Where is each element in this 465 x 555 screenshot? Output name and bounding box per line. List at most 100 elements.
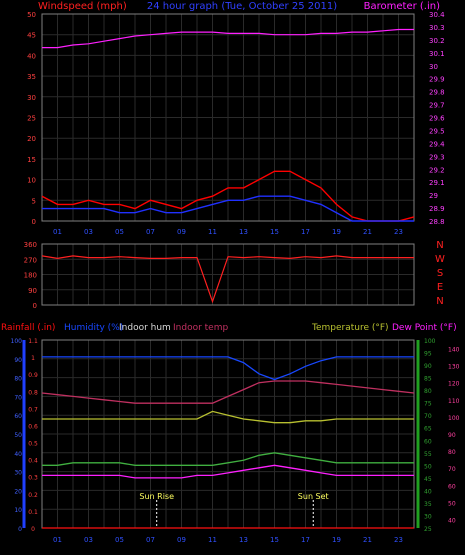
wind-xtick-label: 05 (115, 228, 124, 236)
intemp-ytick-label: 90 (448, 432, 456, 439)
wind-xtick-label: 15 (270, 228, 279, 236)
climate-xtick-label: 03 (84, 536, 93, 544)
climate-xtick-label: 17 (301, 536, 310, 544)
wind-ytick-label: 25 (27, 115, 36, 123)
rain-ytick-label: 0.2 (28, 492, 38, 499)
baro-ytick-label: 30 (429, 63, 438, 71)
dir-ytick-label: 180 (24, 272, 37, 280)
barometer-line (42, 28, 414, 49)
humidity-ytick-label: 90 (14, 357, 22, 364)
wind-plot-frame (41, 13, 415, 222)
wind-xtick-label: 13 (239, 228, 248, 236)
sunset-label: Sun Set (298, 492, 329, 501)
baro-ytick-label: 29.3 (429, 153, 445, 161)
baro-ytick-label: 29.6 (429, 115, 445, 123)
intemp-ytick-label: 40 (448, 517, 456, 524)
humidity-ytick-label: 80 (14, 376, 22, 383)
wind-xtick-label: 17 (301, 228, 310, 236)
humidity-ytick-label: 100 (11, 338, 23, 345)
temp-ytick-label: 85 (424, 376, 432, 383)
wind-xtick-label: 09 (177, 228, 186, 236)
barometer-title: Barometer (.in) (364, 1, 440, 12)
baro-ytick-label: 29 (429, 192, 438, 200)
temp-ytick-label: 35 (424, 501, 432, 508)
climate-xtick-label: 09 (177, 536, 186, 544)
wind-ytick-label: 30 (27, 94, 36, 102)
humidity-line (42, 356, 414, 381)
intemp-ytick-label: 100 (448, 415, 460, 422)
dir-ytick-label: 360 (24, 241, 37, 249)
wind-ytick-label: 40 (27, 52, 36, 60)
rain-ytick-label: 1.1 (28, 338, 38, 345)
rain-ytick-label: 1 (31, 355, 35, 362)
dir-ytick-label: 90 (28, 287, 37, 295)
temperature-line (42, 452, 414, 466)
humidity-ytick-label: 10 (14, 507, 22, 514)
temp-ytick-label: 25 (424, 526, 432, 533)
dir-ytick-label: 0 (33, 302, 37, 310)
baro-ytick-label: 30.3 (429, 24, 445, 32)
rain-ytick-label: 0.6 (28, 423, 38, 430)
climate-xtick-label: 01 (53, 536, 62, 544)
wind-xtick-label: 19 (332, 228, 341, 236)
dir-ytick-label: 270 (24, 256, 37, 264)
climate-legend-label: Rainfall (.in) (1, 323, 55, 333)
temp-ytick-label: 65 (424, 426, 432, 433)
climate-xtick-label: 11 (208, 536, 217, 544)
wind-xtick-label: 21 (363, 228, 372, 236)
climate-legend-label: Indoor temp (173, 323, 228, 333)
climate-xtick-label: 23 (394, 536, 403, 544)
temp-ytick-label: 45 (424, 476, 432, 483)
climate-xtick-label: 07 (146, 536, 155, 544)
climate-xtick-label: 13 (239, 536, 248, 544)
wind-ytick-label: 35 (27, 73, 36, 81)
climate-xtick-label: 05 (115, 536, 124, 544)
baro-ytick-label: 30.1 (429, 50, 445, 58)
compass-letter: N (436, 240, 443, 251)
baro-ytick-label: 30.4 (429, 11, 445, 19)
temp-ytick-label: 100 (424, 338, 436, 345)
wind-ytick-label: 15 (27, 156, 36, 164)
humidity-ytick-label: 30 (14, 470, 22, 477)
dew-point-line (42, 464, 414, 479)
wind-ytick-label: 20 (27, 135, 36, 143)
wind-xtick-label: 11 (208, 228, 217, 236)
wind-xtick-label: 03 (84, 228, 93, 236)
wind-avg-line (42, 195, 414, 222)
climate-xtick-label: 15 (270, 536, 279, 544)
compass-letter: E (437, 282, 443, 293)
humidity-ytick-label: 70 (14, 394, 22, 401)
temp-ytick-label: 80 (424, 388, 432, 395)
temp-ytick-label: 55 (424, 451, 432, 458)
rain-ytick-label: 0 (31, 526, 35, 533)
wind-gust-line (41, 170, 415, 222)
rain-ytick-label: 0.4 (28, 458, 38, 465)
temp-ytick-label: 40 (424, 488, 432, 495)
rain-ytick-label: 0.5 (28, 441, 38, 448)
windspeed-title: Windspeed (mph) (38, 1, 127, 12)
compass-letter: N (436, 296, 443, 307)
intemp-ytick-label: 130 (448, 364, 460, 371)
intemp-ytick-label: 140 (448, 347, 460, 354)
baro-ytick-label: 28.9 (429, 205, 445, 213)
temp-ytick-label: 90 (424, 363, 432, 370)
wind-ytick-label: 50 (27, 11, 36, 19)
wind-xtick-label: 01 (53, 228, 62, 236)
intemp-ytick-label: 70 (448, 466, 456, 473)
temp-ytick-label: 60 (424, 438, 432, 445)
compass-letter: W (435, 254, 445, 265)
humidity-ytick-label: 20 (14, 488, 22, 495)
temp-ytick-label: 50 (424, 463, 432, 470)
humidity-ytick-label: 0 (18, 526, 22, 533)
baro-ytick-label: 29.2 (429, 166, 445, 174)
baro-ytick-label: 29.7 (429, 102, 445, 110)
wind-ytick-label: 45 (27, 32, 36, 40)
climate-xtick-label: 21 (363, 536, 372, 544)
baro-ytick-label: 28.8 (429, 218, 445, 226)
temp-ytick-label: 95 (424, 351, 432, 358)
baro-ytick-label: 29.8 (429, 89, 445, 97)
climate-xtick-label: 19 (332, 536, 341, 544)
wind-ytick-label: 10 (27, 177, 36, 185)
